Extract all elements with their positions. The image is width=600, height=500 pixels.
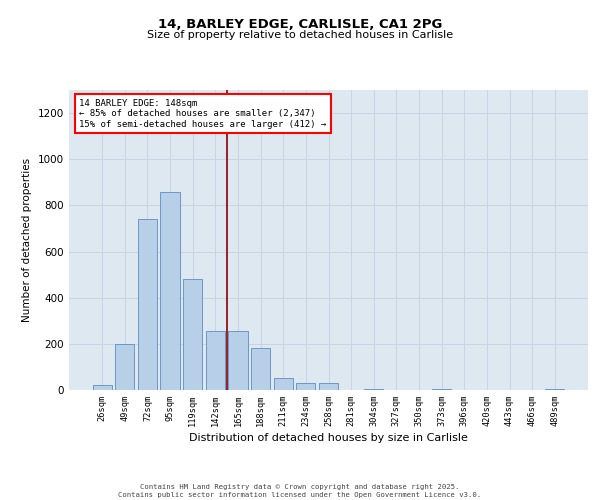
Bar: [92, 386, 112, 390]
Bar: [364, 389, 383, 390]
Bar: [432, 389, 451, 390]
Text: 14, BARLEY EDGE, CARLISLE, CA1 2PG: 14, BARLEY EDGE, CARLISLE, CA1 2PG: [158, 18, 442, 30]
Bar: [274, 378, 293, 390]
Bar: [251, 348, 270, 390]
Bar: [206, 331, 225, 390]
Text: Contains HM Land Registry data © Crown copyright and database right 2025.
Contai: Contains HM Land Registry data © Crown c…: [118, 484, 482, 498]
Text: Size of property relative to detached houses in Carlisle: Size of property relative to detached ho…: [147, 30, 453, 40]
Text: 14 BARLEY EDGE: 148sqm
← 85% of detached houses are smaller (2,347)
15% of semi-: 14 BARLEY EDGE: 148sqm ← 85% of detached…: [79, 99, 326, 129]
Bar: [183, 279, 202, 390]
Bar: [296, 383, 316, 390]
Bar: [160, 192, 180, 390]
Y-axis label: Number of detached properties: Number of detached properties: [22, 158, 32, 322]
Bar: [138, 219, 157, 390]
X-axis label: Distribution of detached houses by size in Carlisle: Distribution of detached houses by size …: [189, 434, 468, 444]
Bar: [115, 344, 134, 390]
Bar: [319, 383, 338, 390]
Bar: [229, 331, 248, 390]
